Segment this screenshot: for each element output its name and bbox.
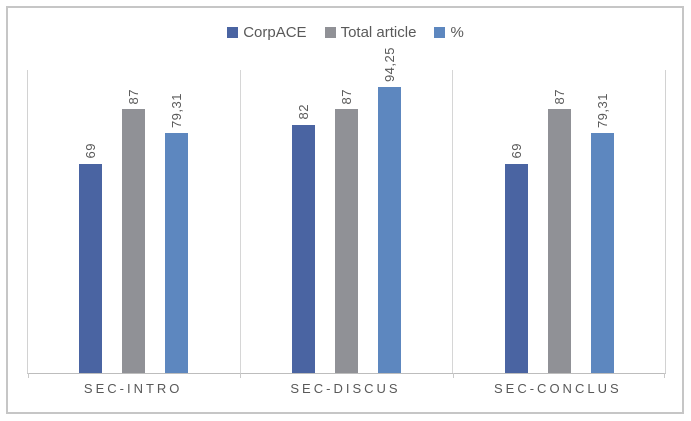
bar-value-label: 79,31 bbox=[594, 92, 610, 128]
bar-with-label: 69 bbox=[79, 70, 103, 373]
bar bbox=[292, 124, 315, 373]
bar bbox=[335, 109, 358, 373]
axis-tick bbox=[664, 373, 665, 378]
axis-tick bbox=[452, 373, 454, 378]
category-label: SEC-CONCLUS bbox=[494, 381, 622, 396]
category-group: 82 87 94,25 bbox=[239, 47, 453, 373]
category-label: SEC-INTRO bbox=[83, 381, 183, 396]
legend-label: Total article bbox=[340, 24, 417, 41]
bar-value-label: 94,25 bbox=[382, 47, 397, 83]
bar-value-label: 87 bbox=[126, 88, 142, 105]
plot-area: 69 87 79,31 82 87 94,25 69 87 79,31 bbox=[27, 47, 666, 378]
bar-with-label: 79,31 bbox=[590, 70, 614, 373]
legend-label: CorpACE bbox=[243, 24, 307, 41]
bar bbox=[165, 132, 189, 373]
category-group: 69 87 79,31 bbox=[28, 70, 240, 373]
bar-with-label: 87 bbox=[547, 70, 571, 373]
bar-value-label: 87 bbox=[339, 88, 354, 105]
legend-item: Total article bbox=[324, 24, 417, 41]
legend-label: % bbox=[450, 24, 464, 41]
bar-with-label: 87 bbox=[335, 70, 358, 373]
legend-swatch-icon bbox=[434, 27, 446, 38]
legend-item: CorpACE bbox=[227, 24, 307, 41]
bar bbox=[547, 109, 571, 373]
bar-value-label: 79,31 bbox=[169, 92, 185, 128]
legend: CorpACE Total article% bbox=[0, 24, 691, 41]
bar bbox=[378, 87, 401, 373]
x-axis-labels: SEC-INTRO SEC-DISCUS SEC-CONCLUS bbox=[27, 381, 664, 396]
bar-with-label: 82 bbox=[292, 70, 315, 373]
legend-item: % bbox=[434, 24, 464, 41]
chart-frame bbox=[6, 6, 684, 414]
bar bbox=[79, 163, 103, 373]
category-label: SEC-DISCUS bbox=[290, 381, 401, 396]
bar-with-label: 87 bbox=[122, 70, 146, 373]
legend-swatch-icon bbox=[324, 27, 336, 38]
bar bbox=[504, 163, 528, 373]
legend-swatch-icon bbox=[227, 27, 239, 38]
bar bbox=[590, 132, 614, 373]
bar-value-label: 69 bbox=[83, 143, 99, 159]
axis-tick bbox=[28, 373, 29, 378]
axis-tick bbox=[240, 373, 242, 378]
bar-value-label: 87 bbox=[551, 88, 567, 105]
bar-value-label: 69 bbox=[508, 143, 524, 159]
bar-with-label: 79,31 bbox=[165, 70, 189, 373]
bar bbox=[122, 109, 146, 373]
bar-value-label: 82 bbox=[296, 104, 311, 120]
bar-with-label: 94,25 bbox=[378, 47, 401, 373]
bar-with-label: 69 bbox=[504, 70, 528, 373]
category-group: 69 87 79,31 bbox=[452, 70, 665, 373]
